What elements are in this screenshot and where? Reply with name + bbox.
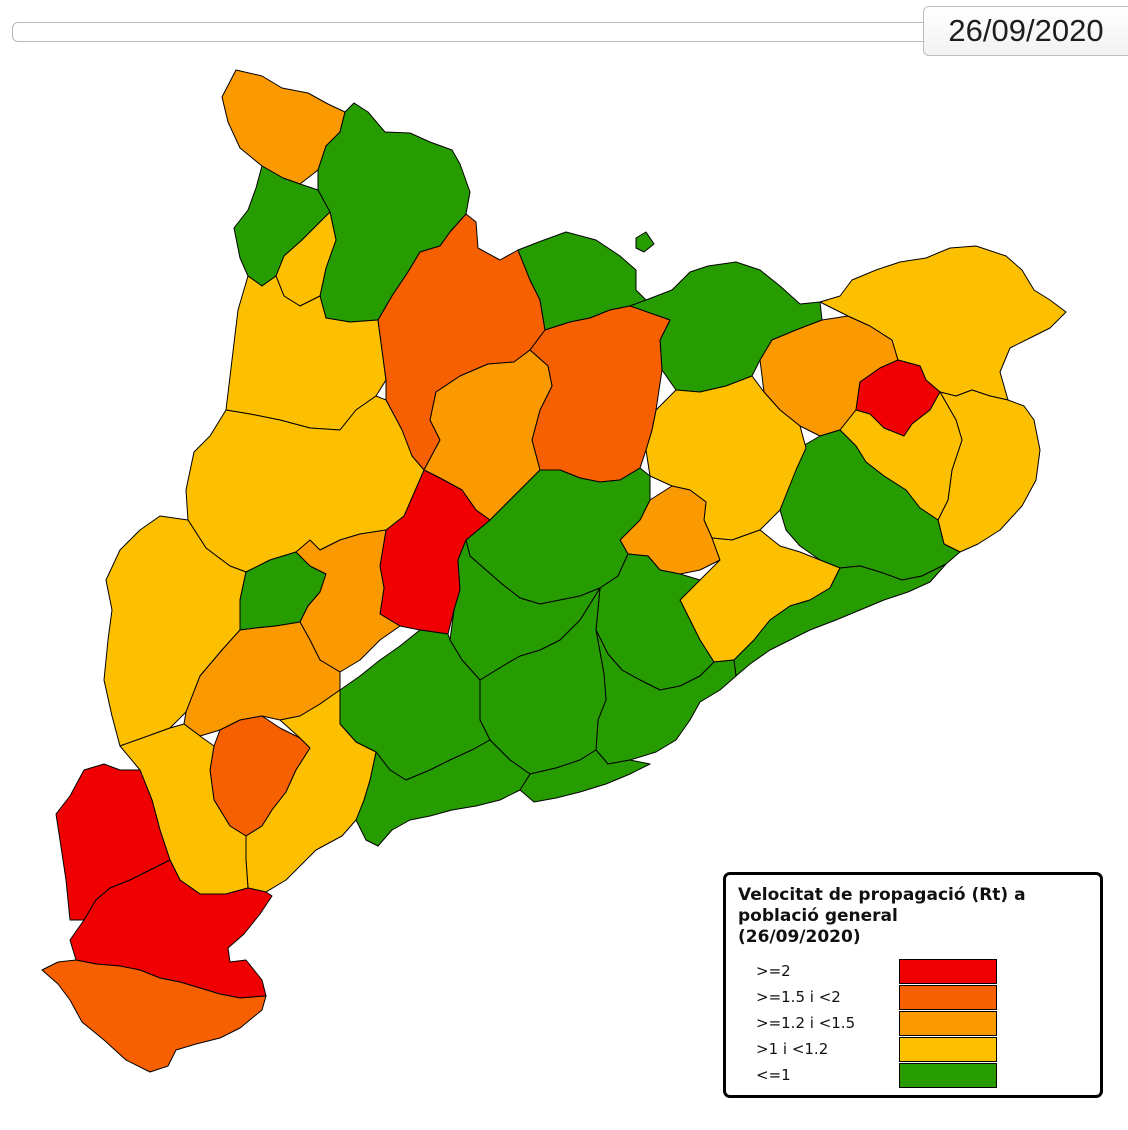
legend-label: >=2	[756, 962, 791, 980]
legend-swatch	[899, 985, 997, 1010]
legend-swatch	[899, 1063, 997, 1088]
map-legend: Velocitat de propagació (Rt) a població …	[723, 872, 1103, 1098]
legend-item-ge15-lt2: >=1.5 i <2	[726, 985, 1106, 1011]
region-baix-camp[interactable]	[245, 689, 377, 893]
region-tarragones[interactable]	[355, 739, 531, 847]
legend-swatch	[899, 959, 997, 984]
legend-label: >=1.2 i <1.5	[756, 1014, 856, 1032]
legend-label: <=1	[756, 1066, 791, 1084]
region-enclave-green[interactable]	[635, 231, 655, 253]
region-garraf[interactable]	[519, 749, 651, 803]
legend-title: Velocitat de propagació (Rt) a població …	[738, 885, 1026, 947]
legend-item-le1: <=1	[726, 1063, 1106, 1089]
region-selva[interactable]	[779, 429, 961, 581]
region-osona[interactable]	[645, 375, 807, 541]
legend-swatch	[899, 1037, 997, 1062]
legend-item-gt1-lt12: >1 i <1.2	[726, 1037, 1106, 1063]
legend-item-ge2: >=2	[726, 959, 1106, 985]
legend-label: >1 i <1.2	[756, 1040, 829, 1058]
legend-item-ge12-lt15: >=1.2 i <1.5	[726, 1011, 1106, 1037]
region-urgell[interactable]	[295, 529, 401, 673]
legend-swatch	[899, 1011, 997, 1036]
legend-label: >=1.5 i <2	[756, 988, 841, 1006]
region-anoia[interactable]	[449, 539, 601, 681]
date-display: 26/09/2020	[923, 6, 1128, 56]
region-montsia[interactable]	[41, 959, 267, 1073]
region-maresme[interactable]	[733, 563, 947, 677]
